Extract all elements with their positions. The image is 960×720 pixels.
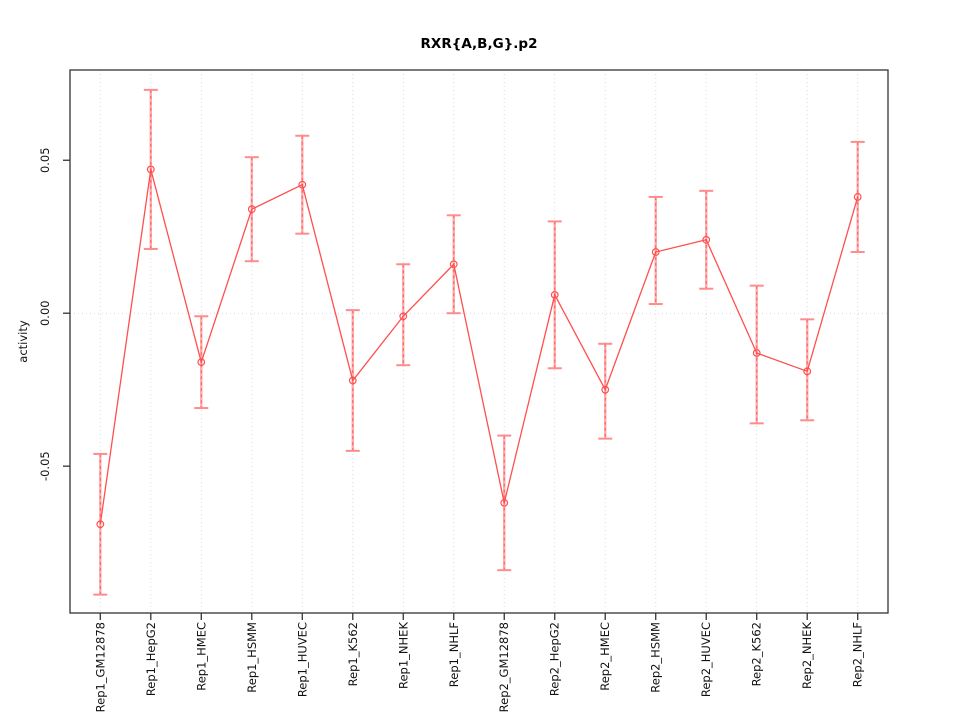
- x-tick-label: Rep1_HSMM: [245, 622, 259, 693]
- x-tick-label: Rep2_GM12878: [497, 622, 511, 712]
- y-tick-label: 0.05: [38, 147, 52, 173]
- data-point-marker: [550, 290, 559, 299]
- data-point-marker: [298, 180, 307, 189]
- plot-border: [69, 69, 889, 614]
- data-point-marker: [146, 165, 155, 174]
- data-point-marker: [702, 235, 711, 244]
- data-point-marker: [348, 376, 357, 385]
- data-point-marker: [853, 193, 862, 201]
- data-point-marker: [752, 349, 761, 357]
- data-point-marker: [247, 205, 256, 214]
- y-tick-label: 0.00: [38, 300, 52, 326]
- data-point-marker: [803, 367, 812, 376]
- x-tick-label: Rep2_HMEC: [598, 622, 612, 691]
- data-point-marker: [449, 260, 458, 269]
- x-tick-label: Rep2_NHLF: [851, 622, 865, 687]
- x-tick-label: Rep2_HepG2: [548, 622, 562, 696]
- y-axis-title: activity: [16, 320, 30, 363]
- x-tick-label: Rep2_HSMM: [649, 622, 663, 693]
- x-tick-label: Rep1_HMEC: [194, 622, 208, 691]
- x-tick-label: Rep2_K562: [750, 622, 764, 686]
- x-tick-label: Rep1_HUVEC: [295, 622, 309, 697]
- x-tick-label: Rep2_NHEK: [800, 622, 814, 689]
- data-point-marker: [601, 385, 610, 394]
- data-point-marker: [399, 312, 408, 321]
- y-tick-label: -0.05: [38, 451, 52, 481]
- data-point-marker: [96, 520, 105, 529]
- x-tick-label: Rep1_NHLF: [447, 622, 461, 687]
- data-point-marker: [197, 358, 206, 367]
- x-tick-label: Rep1_K562: [346, 622, 360, 686]
- x-tick-label: Rep1_NHEK: [396, 622, 410, 689]
- chart-title: RXR{A,B,G}.p2: [421, 36, 538, 52]
- data-point-marker: [500, 498, 509, 507]
- series-line: [99, 169, 859, 525]
- x-tick-label: Rep1_GM12878: [93, 622, 107, 712]
- data-point-marker: [651, 248, 660, 256]
- x-tick-label: Rep1_HepG2: [144, 622, 158, 696]
- x-tick-label: Rep2_HUVEC: [699, 622, 713, 697]
